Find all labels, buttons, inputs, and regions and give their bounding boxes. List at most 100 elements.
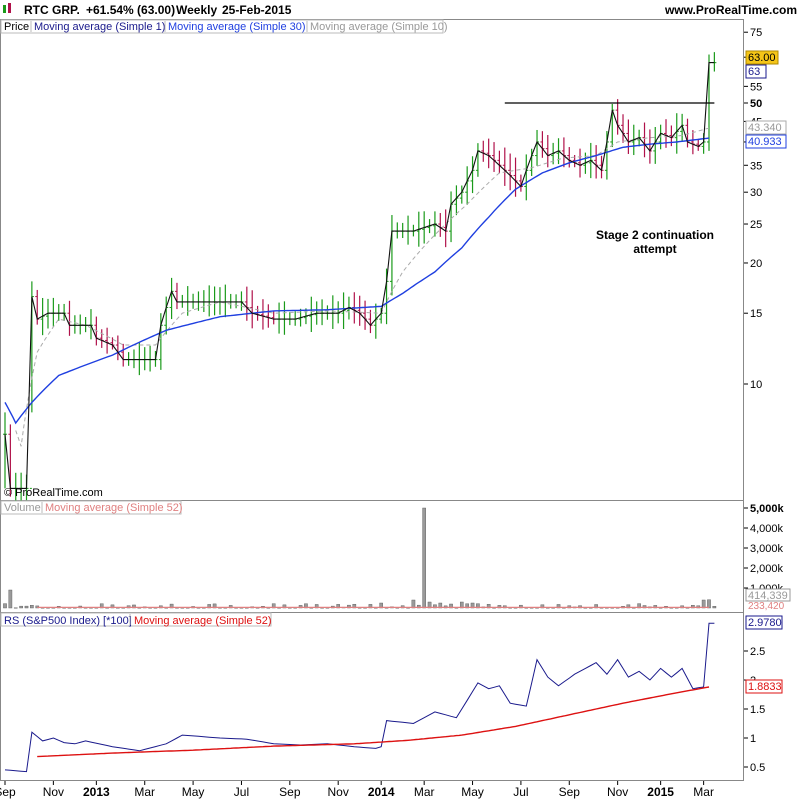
chart-date: 25-Feb-2015 (222, 3, 292, 17)
legend-ma10: Moving average (Simple 10) (310, 21, 448, 33)
x-tick-label: Sep (0, 785, 16, 799)
website-link[interactable]: www.ProRealTime.com (664, 3, 797, 17)
volume-last-badge: 414,339 (748, 590, 788, 602)
volume-bar (626, 604, 631, 609)
volume-bar (519, 604, 523, 609)
volume-bar (132, 604, 136, 609)
volume-plot (3, 507, 717, 609)
volume-bar (427, 601, 432, 609)
legend-rs-ma: Moving average (Simple 52) (134, 615, 272, 627)
x-tick-label: May (461, 785, 484, 799)
volume-bar (476, 603, 480, 609)
price-tick-label: 15 (750, 308, 762, 320)
rs-panel-frame (0, 612, 744, 781)
x-tick-label: May (182, 785, 205, 799)
volume-bar (3, 603, 7, 609)
volume-ma-badge: 233,420 (748, 601, 785, 612)
volume-bar (352, 603, 357, 609)
rs-tick-label: 2.5 (750, 646, 765, 658)
price-tick-label: 10 (750, 379, 762, 391)
legend-volume-ma: Moving average (Simple 52) (45, 502, 183, 514)
volume-bar (594, 604, 598, 609)
volume-bar (30, 605, 34, 609)
x-tick-label: Mar (414, 785, 435, 799)
volume-bar (433, 604, 437, 609)
volume-bar (540, 604, 545, 609)
price-badges: 63.00 63 43.340 40.933 (745, 50, 787, 149)
volume-bar (110, 604, 115, 609)
volume-bar (336, 604, 340, 609)
price-legend: Price Moving average (Simple 1) Moving a… (0, 19, 448, 34)
volume-bar (8, 589, 13, 609)
rs-badges: 2.9780 1.8833 (745, 615, 783, 694)
x-tick-label: Mar (134, 785, 155, 799)
price-tick-label: 55 (750, 81, 762, 93)
rs-legend: RS (S&P500 Index) [*100] Moving average … (0, 612, 272, 627)
volume-bar (99, 603, 104, 609)
logo-icon (3, 5, 6, 13)
rs-tick-label: 1 (750, 733, 756, 745)
volume-tick-label: 2,000k (750, 563, 784, 575)
legend-price: Price (4, 21, 29, 33)
ma10-badge: 43.340 (748, 122, 782, 134)
volume-bar (24, 605, 29, 609)
volume-bar (556, 604, 561, 609)
legend-ma30: Moving average (Simple 30) (168, 21, 306, 33)
annotation-line1: Stage 2 continuation (596, 228, 714, 242)
volume-bar (207, 604, 212, 609)
rs-ma-line (37, 686, 710, 758)
volume-bar (347, 604, 351, 609)
price-change: +61.54% (63.00) (86, 3, 175, 17)
price-tick-label: 30 (750, 187, 762, 199)
rs-plot (4, 622, 715, 773)
volume-bar (13, 607, 18, 609)
x-tick-label: Sep (559, 785, 581, 799)
price-tick-label: 75 (750, 27, 762, 39)
x-tick-label: Nov (43, 785, 64, 799)
volume-bar (417, 604, 421, 609)
volume-bar (228, 605, 233, 609)
volume-bar (298, 605, 303, 609)
ma1-line (4, 62, 715, 489)
x-tick-label: Nov (607, 785, 628, 799)
rs-tick-label: 1.5 (750, 704, 765, 716)
volume-bar (653, 605, 658, 609)
interval: Weekly (176, 3, 217, 17)
volume-bar (304, 603, 308, 609)
last-price-badge: 63.00 (748, 52, 776, 64)
volume-bar (465, 603, 469, 609)
legend-ma1: Moving average (Simple 1) (34, 21, 165, 33)
rs-ma-badge: 1.8833 (748, 681, 782, 693)
volume-bar (19, 605, 23, 609)
volume-bar (411, 599, 416, 609)
volume-panel-frame (0, 500, 744, 613)
ma30-line (4, 137, 710, 425)
volume-bar (637, 603, 641, 609)
x-tick-label: Nov (328, 785, 349, 799)
price-tick-label: 50 (750, 98, 762, 110)
logo-icon-bar (8, 3, 11, 13)
x-tick-label: 2014 (368, 785, 395, 799)
ma10-line (15, 127, 710, 447)
volume-bar (438, 602, 443, 609)
legend-volume: Volume (4, 502, 41, 514)
rs-tick-label: 0.5 (750, 762, 765, 774)
volume-tick-label: 3,000k (750, 543, 784, 555)
x-tick-label: Sep (279, 785, 301, 799)
rs-badge: 2.9780 (748, 617, 782, 629)
x-axis: Sep Nov 2013 Mar May Jul Sep Nov 2014 Mar May Jul Se… (0, 781, 714, 799)
symbol-name: RTC GRP. (24, 3, 80, 17)
volume-legend: Volume Moving average (Simple 52) (0, 500, 183, 515)
price-panel-frame (0, 19, 744, 501)
volume-bar (497, 605, 502, 609)
copyright: © ProRealTime.com (4, 487, 103, 499)
price-tick-label: 25 (750, 219, 762, 231)
volume-bar (212, 603, 217, 609)
x-tick-label: Jul (513, 785, 528, 799)
last-price-badge-bg (745, 50, 779, 65)
ma30-badge: 40.933 (748, 136, 782, 148)
price-tick-label: 35 (750, 160, 762, 172)
volume-bar (449, 603, 453, 609)
volume-bar (422, 507, 426, 609)
